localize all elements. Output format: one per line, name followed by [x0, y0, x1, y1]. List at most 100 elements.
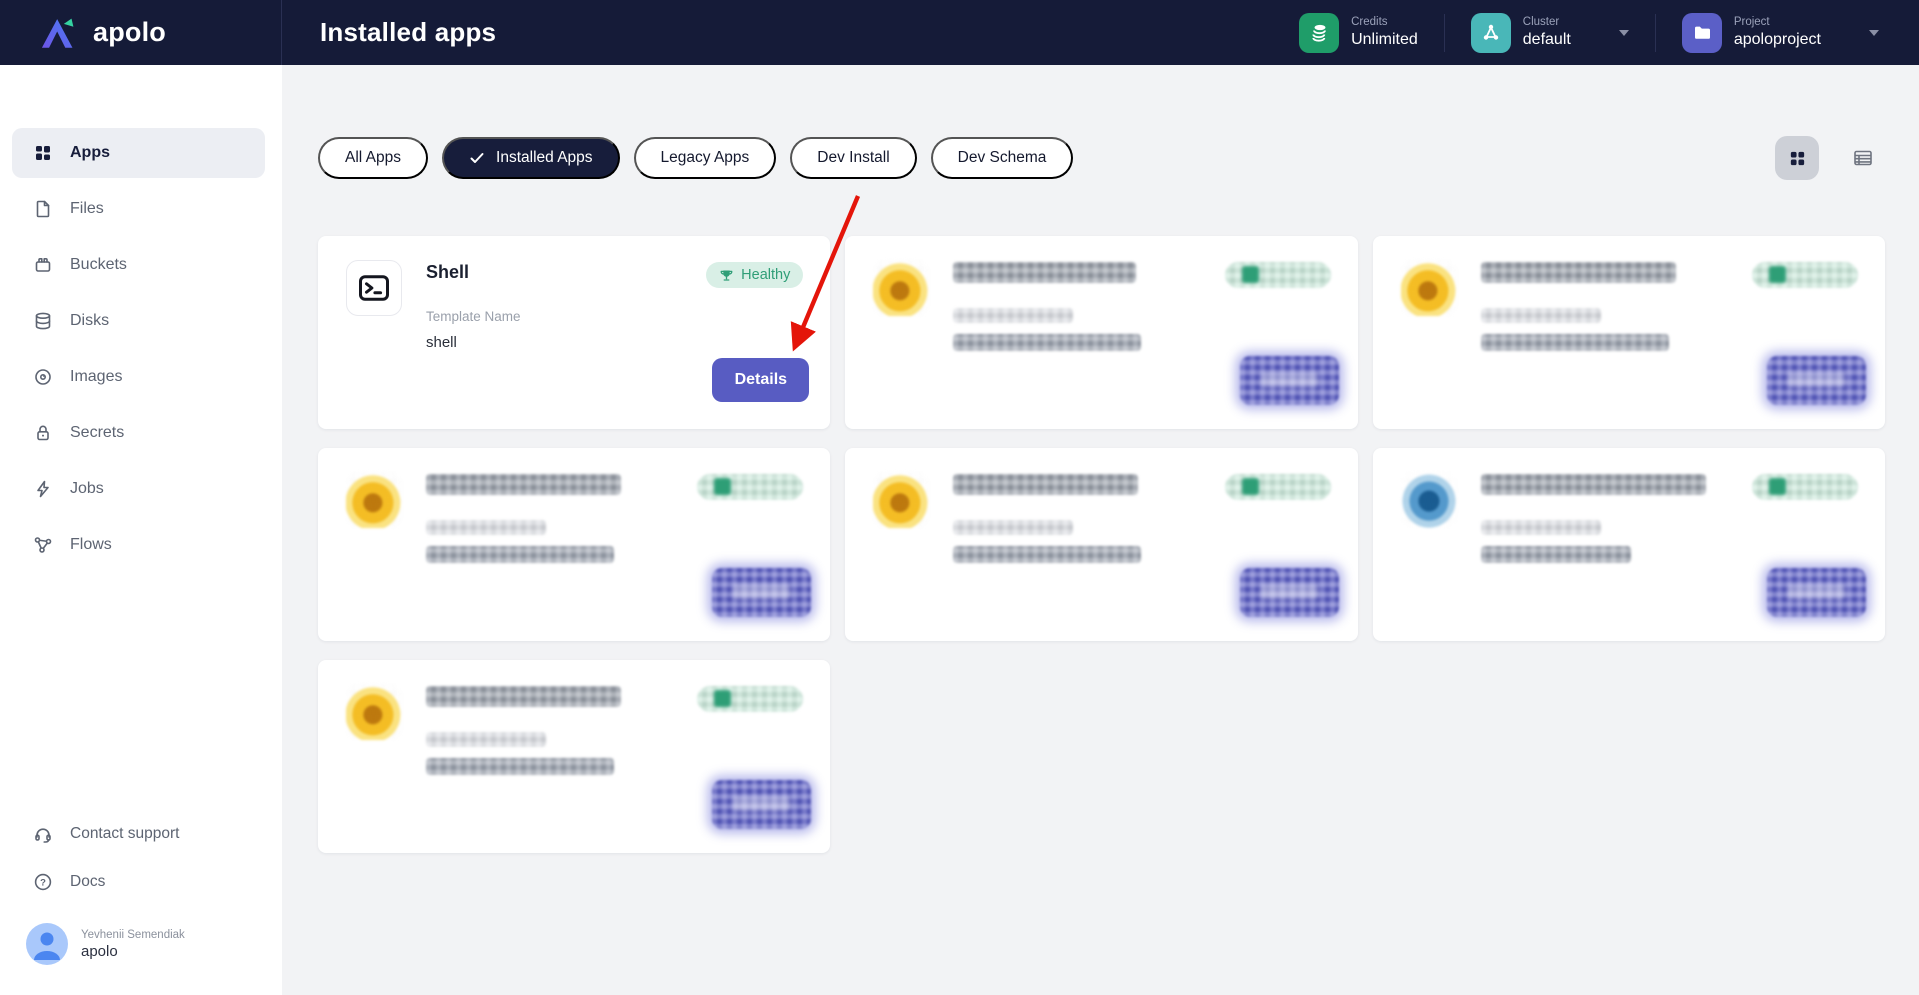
topbar: apolo Installed apps Credits Unlimited: [0, 0, 1919, 65]
apolo-logo-icon: [41, 18, 74, 48]
brand-logo[interactable]: apolo: [0, 0, 282, 65]
app-title-blurred: [426, 686, 621, 707]
app-card-redacted[interactable]: [1372, 448, 1885, 641]
cluster-label: Cluster: [1522, 16, 1560, 29]
chevron-down-icon: [1869, 29, 1879, 36]
credits-coins-icon: [1299, 12, 1340, 53]
sidebar-item-label: Disks: [70, 312, 110, 329]
project-folder-icon: [1681, 12, 1722, 53]
filter-all-apps[interactable]: All Apps: [318, 137, 429, 179]
contact-support-link[interactable]: Contact support: [12, 811, 265, 857]
chevron-down-icon: [1618, 29, 1629, 36]
project-value: apoloproject: [1733, 30, 1821, 48]
sidebar: Apps Files Buckets: [0, 65, 282, 995]
docs-label: Docs: [70, 873, 106, 890]
app-icon-blurred: [1400, 472, 1457, 528]
sidebar-item-secrets[interactable]: Secrets: [12, 408, 265, 458]
template-label-blurred: [953, 308, 1074, 323]
app-card-redacted[interactable]: [845, 448, 1358, 641]
app-title-blurred: [953, 262, 1137, 283]
status-badge-blurred: [697, 474, 804, 500]
user-menu[interactable]: Yevhenii Semendiak apolo: [12, 923, 265, 965]
app-card-redacted[interactable]: [318, 660, 831, 853]
sidebar-item-jobs[interactable]: Jobs: [12, 464, 265, 514]
brand-name: apolo: [93, 17, 166, 47]
topbar-controls: Credits Unlimited Cluster default: [1273, 0, 1919, 65]
credits-indicator: Credits Unlimited: [1273, 0, 1444, 65]
filter-label: Dev Schema: [957, 149, 1047, 166]
cluster-value: default: [1522, 30, 1571, 48]
status-badge-blurred: [1751, 262, 1858, 288]
apps-grid-icon: [36, 146, 50, 160]
disk-icon: [35, 312, 51, 330]
template-name-value: shell: [426, 334, 457, 351]
filter-dev-schema[interactable]: Dev Schema: [930, 137, 1074, 179]
main-content: All Apps Installed Apps Legacy Apps Dev …: [282, 65, 1919, 995]
details-button-blurred[interactable]: [1239, 356, 1339, 405]
app-card-redacted[interactable]: [845, 236, 1358, 429]
docs-link[interactable]: ? Docs: [12, 859, 265, 905]
details-button[interactable]: Details: [712, 358, 810, 402]
status-badge-blurred: [1224, 474, 1331, 500]
disc-icon: [35, 369, 51, 385]
cluster-icon: [1470, 12, 1511, 53]
filter-installed-apps[interactable]: Installed Apps: [442, 137, 620, 179]
sidebar-item-label: Jobs: [70, 480, 104, 497]
template-value-blurred: [426, 546, 614, 563]
details-button-blurred[interactable]: [1239, 568, 1339, 617]
template-value-blurred: [953, 334, 1142, 351]
filter-label: Legacy Apps: [660, 149, 750, 166]
avatar: [26, 923, 68, 965]
sidebar-item-apps[interactable]: Apps: [12, 128, 265, 178]
status-badge-blurred: [1224, 262, 1331, 288]
filter-label: Dev Install: [817, 149, 890, 166]
user-name: Yevhenii Semendiak: [81, 928, 185, 941]
app-icon-blurred: [346, 472, 402, 528]
details-button-blurred[interactable]: [712, 780, 812, 829]
details-button-blurred[interactable]: [1766, 568, 1866, 617]
cluster-select[interactable]: Cluster default: [1445, 0, 1655, 65]
sidebar-item-images[interactable]: Images: [12, 352, 265, 402]
user-org: apolo: [81, 942, 118, 960]
template-value-blurred: [1480, 334, 1669, 351]
project-select[interactable]: Project apoloproject: [1656, 0, 1879, 65]
sidebar-item-disks[interactable]: Disks: [12, 296, 265, 346]
app-card-redacted[interactable]: [1372, 236, 1885, 429]
filter-label: Installed Apps: [496, 149, 593, 166]
app-card-shell[interactable]: Shell Template Name shell Healthy Detail…: [318, 236, 831, 429]
grid-view-button[interactable]: [1775, 136, 1819, 180]
details-button-blurred[interactable]: [712, 568, 812, 617]
divider: [1443, 13, 1445, 52]
template-label-blurred: [1480, 308, 1601, 323]
trophy-icon: [720, 269, 733, 281]
contact-support-label: Contact support: [70, 825, 180, 842]
credits-value: Unlimited: [1351, 30, 1418, 48]
details-button-blurred[interactable]: [1766, 356, 1866, 405]
filter-dev-install[interactable]: Dev Install: [790, 137, 917, 179]
check-icon: [470, 153, 484, 163]
sidebar-item-label: Files: [70, 200, 104, 217]
page-title: Installed apps: [320, 17, 497, 47]
app-icon-blurred: [346, 684, 402, 740]
app-title-blurred: [1480, 262, 1676, 283]
filter-legacy-apps[interactable]: Legacy Apps: [633, 137, 777, 179]
status-badge-blurred: [697, 686, 804, 712]
sidebar-item-files[interactable]: Files: [12, 184, 265, 234]
sidebar-item-label: Images: [70, 368, 123, 385]
lock-icon: [37, 425, 49, 441]
sidebar-item-buckets[interactable]: Buckets: [12, 240, 265, 290]
view-toggles: [1775, 136, 1885, 180]
app-title-blurred: [953, 474, 1139, 495]
status-badge-blurred: [1751, 474, 1858, 500]
list-view-button[interactable]: [1841, 136, 1885, 180]
sidebar-item-label: Flows: [70, 536, 112, 553]
project-label: Project: [1733, 16, 1770, 29]
template-label-blurred: [1480, 520, 1601, 535]
template-value-blurred: [953, 546, 1142, 563]
template-label-blurred: [426, 732, 546, 747]
template-label-blurred: [953, 520, 1074, 535]
app-card-redacted[interactable]: [318, 448, 831, 641]
credits-label: Credits: [1351, 16, 1388, 29]
sidebar-item-flows[interactable]: Flows: [12, 520, 265, 570]
